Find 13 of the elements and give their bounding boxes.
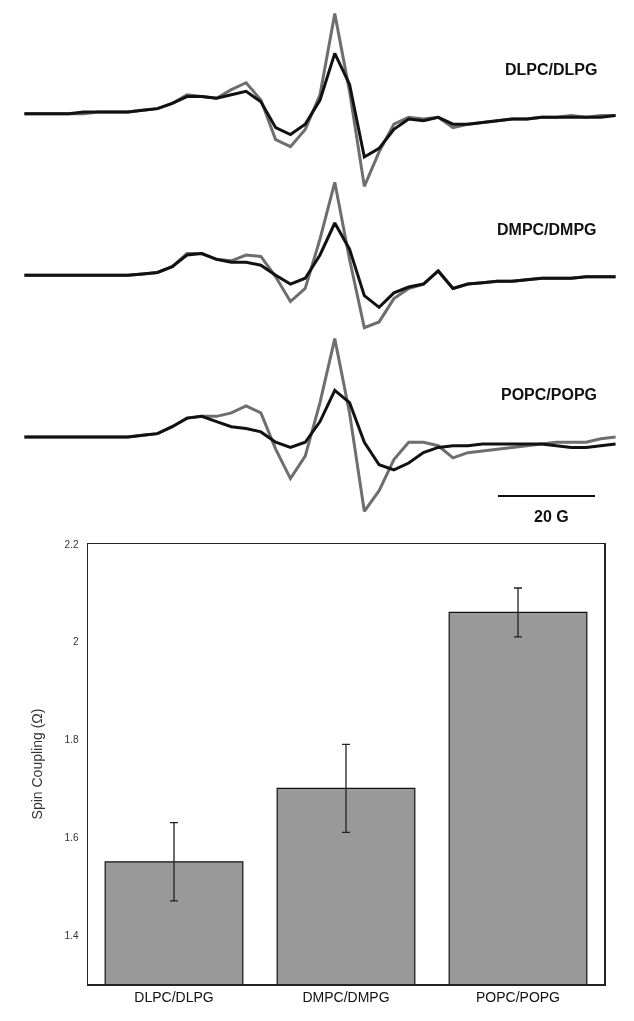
y-tick-label: 2 — [72, 636, 79, 648]
x-tick-label: DMPC/DMPG — [302, 989, 390, 1006]
y-tick-label: 2.2 — [64, 538, 79, 550]
x-tick-label: DLPC/DLPG — [134, 989, 214, 1006]
y-tick-label: 1.6 — [64, 831, 79, 843]
y-axis-title: Spin Coupling (Ω) — [29, 708, 46, 820]
text: POPC/POPG — [501, 386, 598, 403]
annotation: 20 G — [534, 508, 569, 525]
text: DLPC/DLPG — [505, 61, 598, 78]
x-tick-label: POPC/POPG — [475, 989, 561, 1006]
y-tick-label: 1.4 — [64, 929, 79, 941]
text: DMPC/DMPG — [497, 221, 597, 238]
y-tick-label: 1.8 — [64, 734, 79, 746]
